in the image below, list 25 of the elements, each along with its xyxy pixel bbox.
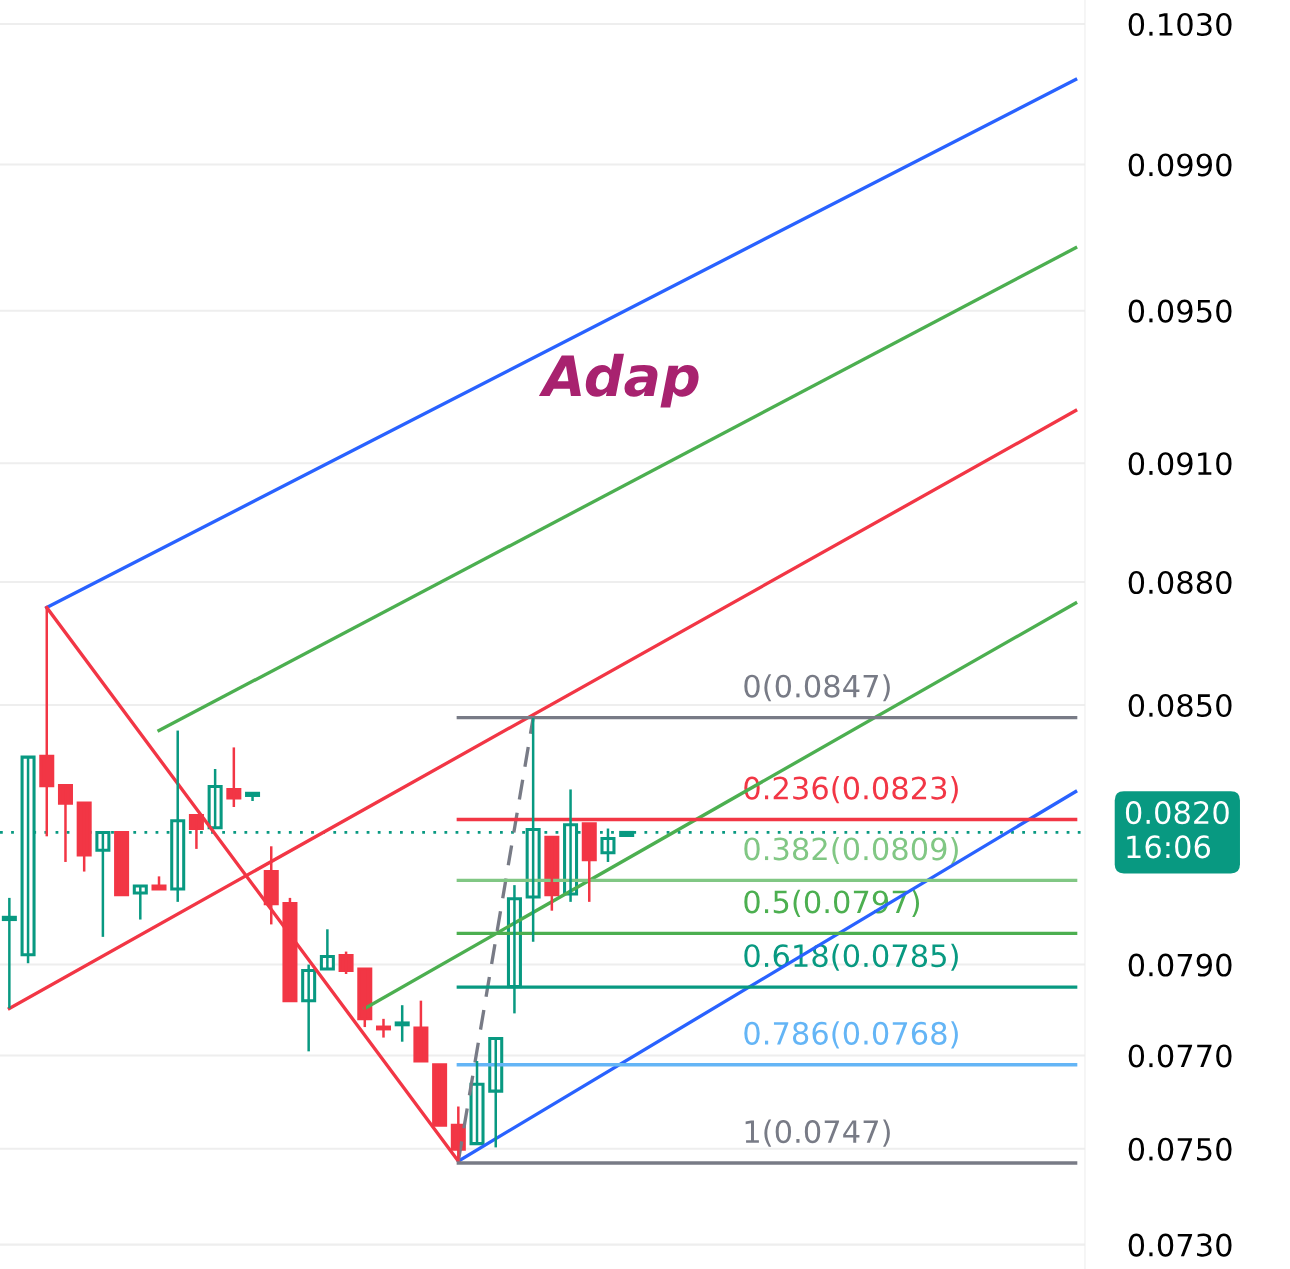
series-label: 0.786(0.0768) — [744, 1021, 958, 1049]
y-tick-label: 0.0950 — [1128, 299, 1232, 323]
series-label: 0.382(0.0809) — [744, 836, 958, 865]
candlestick — [413, 999, 429, 1063]
candlestick — [432, 1063, 448, 1127]
series-label: 0(0.0847) — [744, 674, 890, 702]
y-tick-label: 0.0750 — [1128, 1137, 1232, 1161]
series-label: 0.236(0.0823) — [744, 776, 958, 804]
candlestick — [245, 791, 261, 803]
candlestick — [226, 746, 242, 809]
y-tick-label: 0.0770 — [1128, 1044, 1232, 1068]
series-label: 1(0.0747) — [745, 1119, 890, 1147]
candlestick — [394, 1003, 410, 1043]
candlestick — [114, 830, 130, 897]
candlestick — [132, 884, 148, 921]
y-tick-label: 0.0910 — [1128, 452, 1232, 476]
y-tick-label: 0.1030 — [1128, 12, 1232, 37]
y-tick-label: 0.0880 — [1128, 570, 1232, 595]
y-tick-label: 0.0990 — [1128, 153, 1232, 177]
candlestick — [338, 950, 354, 976]
annotation: Adap — [538, 353, 699, 408]
y-tick-label: 0.0790 — [1128, 953, 1232, 977]
y-tick-label: 0.0730 — [1128, 1233, 1232, 1257]
y-tick-label: 0.0850 — [1128, 693, 1232, 718]
ref-line-label: 0.0820 16:06 — [1125, 801, 1229, 859]
